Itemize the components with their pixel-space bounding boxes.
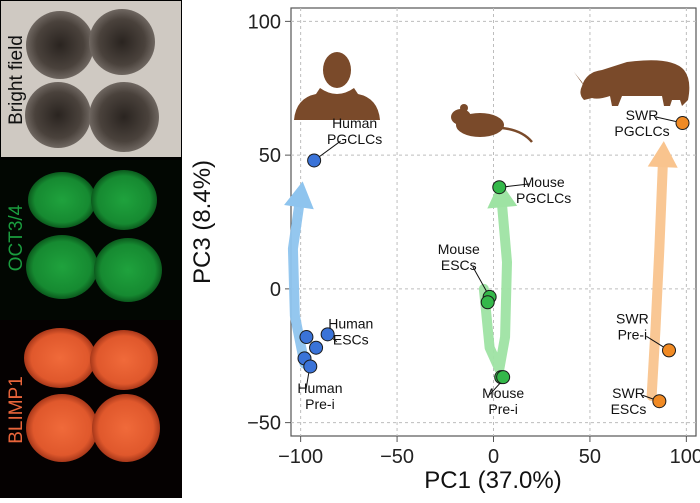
- microscopy-panel: Bright field OCT3/4 BLIMP1: [0, 0, 183, 498]
- point-label: PGCLCs: [516, 190, 571, 206]
- trajectory-arrow-shaft: [646, 150, 669, 401]
- x-tick-label: 100: [670, 446, 700, 468]
- y-tick-label: 0: [270, 279, 281, 301]
- data-point: [652, 394, 667, 409]
- trajectory-arrow-head: [284, 181, 314, 210]
- oct-cell: [28, 172, 96, 228]
- point-label: SWR: [616, 310, 649, 326]
- y-tick-label: 50: [259, 145, 281, 167]
- data-point: [675, 116, 690, 131]
- y-tick-label: −50: [247, 413, 281, 435]
- point-label: ESCs: [441, 257, 477, 273]
- blimp-cell: [26, 394, 98, 462]
- data-point: [299, 330, 314, 345]
- panel-label-oct34: OCT3/4: [6, 204, 27, 271]
- x-tick-label: −100: [278, 446, 323, 468]
- y-axis-title: PC3 (8.4%): [189, 160, 216, 284]
- data-point: [492, 180, 507, 195]
- x-axis-title: PC1 (37.0%): [424, 467, 561, 494]
- oct-cell: [91, 170, 157, 230]
- point-label: ESCs: [611, 401, 647, 417]
- x-tick-label: −50: [380, 446, 414, 468]
- blimp-cell: [92, 394, 160, 462]
- microscopy-images: Bright field OCT3/4 BLIMP1: [0, 0, 183, 498]
- data-point: [309, 340, 324, 355]
- point-label: SWR: [626, 107, 659, 123]
- oct-cell: [94, 238, 162, 302]
- axis-ticks: −100 −50 0 50 100 −50 0 50 100: [247, 11, 700, 468]
- trajectory-arrows: [284, 141, 678, 401]
- point-label: Pre-i: [305, 396, 335, 412]
- oct-background: [0, 160, 182, 320]
- point-label: ESCs: [333, 332, 369, 348]
- point-label: Pre-i: [488, 401, 518, 417]
- human-silhouette-icon: [294, 52, 380, 120]
- point-label: PGCLCs: [614, 123, 669, 139]
- point-labels: HumanPGCLCsHumanESCsHumanPre-iMousePGCLC…: [297, 107, 669, 417]
- oct-cell: [26, 235, 98, 299]
- brightfield-cell: [26, 11, 94, 79]
- data-point: [480, 295, 495, 310]
- point-label: Mouse: [438, 241, 480, 257]
- trajectory-arrow-shaft: [478, 190, 512, 375]
- x-tick-label: 0: [488, 446, 499, 468]
- data-point: [303, 359, 318, 374]
- brightfield-cell: [89, 82, 159, 152]
- point-label: Pre-i: [618, 326, 648, 342]
- trajectory-arrow-head: [647, 141, 678, 168]
- blimp-cell: [90, 330, 158, 390]
- pca-chart: −100 −50 0 50 100 −50 0 50 100 Human PGCLCs Human E…: [182, 0, 700, 498]
- point-label: Human: [297, 380, 342, 396]
- data-point: [320, 327, 335, 342]
- data-point: [662, 343, 676, 358]
- brightfield-cell: [89, 9, 155, 75]
- panel-label-brightfield: Bright field: [6, 35, 27, 125]
- point-label: Human: [332, 115, 377, 131]
- point-label: PGCLCs: [327, 131, 382, 147]
- trajectory-arrow-shaft: [287, 190, 310, 369]
- point-label: Human: [328, 316, 373, 332]
- brightfield-cell: [25, 82, 91, 148]
- data-point: [496, 370, 511, 385]
- point-label: SWR: [612, 385, 645, 401]
- panel-label-blimp1: BLIMP1: [6, 376, 27, 444]
- brightfield-background: [0, 0, 183, 159]
- rhino-silhouette-icon: [574, 60, 690, 106]
- mouse-silhouette-icon: [451, 104, 533, 143]
- point-label: Mouse: [523, 174, 565, 190]
- x-tick-label: 50: [579, 446, 601, 468]
- data-points: [297, 116, 690, 409]
- trajectory-arrow-head: [487, 181, 518, 209]
- blimp-cell: [24, 328, 96, 388]
- y-tick-label: 100: [248, 11, 281, 33]
- point-label: Mouse: [482, 385, 524, 401]
- data-point: [307, 153, 322, 168]
